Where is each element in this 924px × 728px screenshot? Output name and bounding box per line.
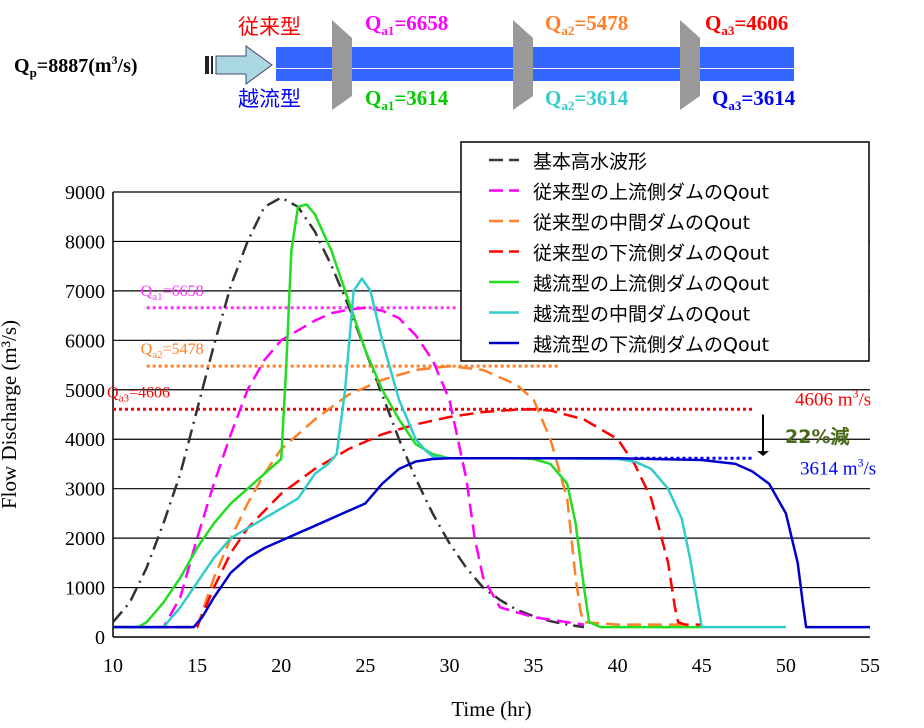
conventional-flow-label: Qa3=4606 [705, 11, 788, 38]
y-tick-label: 2000 [65, 528, 105, 550]
conventional-peak-annotation: 4606 m3/s [795, 386, 871, 410]
y-axis-label: Flow Discharge (m³/s) [0, 320, 21, 509]
legend-entry: 従来型の中間ダムのQout [533, 212, 750, 234]
x-tick-label: 40 [608, 655, 628, 677]
conventional-flow-label: Qa2=5478 [545, 11, 628, 38]
peak-inflow-label: Qp=8887(m3/s) [14, 53, 138, 80]
y-tick-label: 5000 [65, 380, 105, 402]
reference-line-label: Qa1=6658 [141, 283, 204, 303]
legend-entry: 越流型の下流側ダムのQout [533, 334, 769, 356]
downstream-dam-shape [680, 20, 700, 110]
y-tick-label: 3000 [65, 479, 105, 501]
overflow-peak-annotation: 3614 m3/s [800, 455, 876, 479]
inflow-arrow-icon [205, 45, 273, 85]
discharge-chart: 0 1000 2000 3000 4000 5000 6000 7000 8000 9000 10 1… [0, 141, 880, 721]
x-tick-label: 35 [524, 655, 544, 677]
y-tick-label: 9000 [65, 182, 105, 204]
x-tick-label: 30 [439, 655, 459, 677]
reference-line-label: Qa2=5478 [141, 341, 204, 361]
overflow-flow-label: Qa3=3614 [712, 86, 796, 113]
series-line [113, 457, 870, 629]
series-line [112, 196, 585, 629]
legend-entry: 基本高水波形 [533, 151, 647, 173]
middle-dam-shape [513, 20, 533, 110]
reference-line-label: Qa3=4606 [107, 384, 170, 404]
reduction-arrow-head [757, 451, 769, 457]
legend-entry: 越流型の中間ダムのQout [533, 304, 750, 326]
y-tick-label: 1000 [65, 578, 105, 600]
y-tick-label: 6000 [65, 330, 105, 352]
x-tick-label: 50 [776, 655, 796, 677]
reduction-annotation: 22%減 [785, 425, 849, 448]
series-line [113, 364, 685, 629]
river-bar-top [276, 47, 794, 68]
legend-entry: 従来型の上流側ダムのQout [533, 182, 769, 204]
x-tick-label: 10 [103, 655, 123, 677]
y-tick-label: 4000 [65, 429, 105, 451]
y-tick-label: 0 [95, 627, 105, 649]
x-tick-label: 55 [860, 655, 880, 677]
x-tick-label: 25 [355, 655, 375, 677]
overflow-flow-label: Qa1=3614 [365, 86, 449, 113]
y-tick-label: 8000 [65, 231, 105, 253]
series-line [113, 277, 786, 629]
legend-entry: 従来型の下流側ダムのQout [533, 243, 769, 265]
upstream-dam-shape [332, 20, 352, 110]
dam-schematic: Qp=8887(m3/s) 従来型 越流型 Qa1=6658 Qa2=5478 Qa… [14, 11, 796, 113]
series-line [113, 408, 702, 629]
river-bar-bottom [276, 69, 794, 81]
x-tick-label: 15 [187, 655, 207, 677]
x-tick-label: 20 [271, 655, 291, 677]
series-line [113, 203, 702, 629]
overflow-flow-label: Qa2=3614 [545, 86, 629, 113]
legend-entry: 越流型の上流側ダムのQout [533, 273, 769, 295]
conventional-flow-label: Qa1=6658 [365, 11, 448, 38]
y-tick-label: 7000 [65, 281, 105, 303]
legend-box [460, 141, 870, 362]
series-line [113, 306, 585, 629]
conventional-type-label: 従来型 [238, 15, 301, 39]
x-axis-label: Time (hr) [451, 697, 531, 721]
x-tick-label: 45 [692, 655, 712, 677]
overflow-type-label: 越流型 [238, 87, 301, 111]
